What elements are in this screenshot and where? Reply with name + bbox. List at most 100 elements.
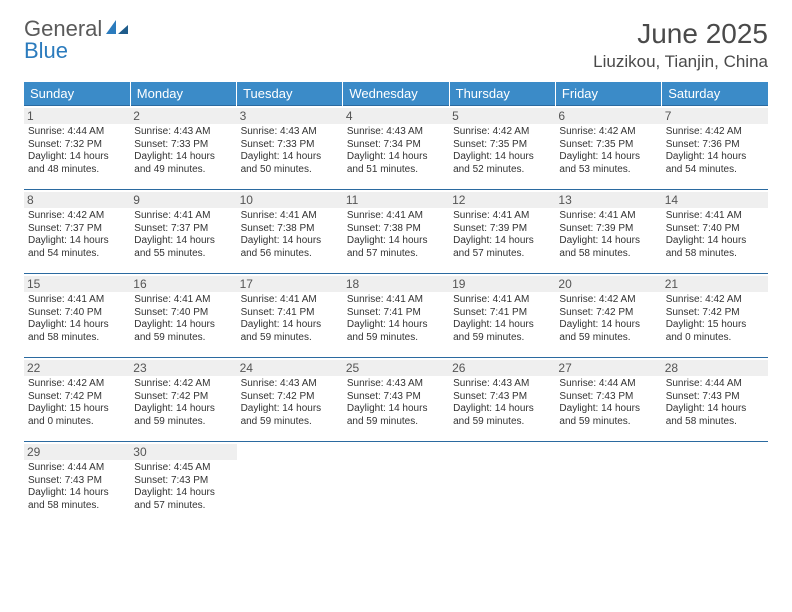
- day-number: 16: [130, 276, 236, 292]
- day-header: Monday: [130, 82, 236, 106]
- daylight-text: Daylight: 14 hours: [134, 403, 232, 416]
- sunrise-text: Sunrise: 4:41 AM: [453, 294, 551, 307]
- daylight-text: Daylight: 14 hours: [134, 319, 232, 332]
- daylight-text: and 59 minutes.: [559, 332, 657, 345]
- calendar-day-cell: 9Sunrise: 4:41 AMSunset: 7:37 PMDaylight…: [130, 190, 236, 274]
- daylight-text: Daylight: 14 hours: [453, 319, 551, 332]
- calendar-day-cell: [555, 442, 661, 526]
- day-number: 9: [130, 192, 236, 208]
- day-number: 8: [24, 192, 130, 208]
- calendar-header-row: SundayMondayTuesdayWednesdayThursdayFrid…: [24, 82, 768, 106]
- day-number: 28: [662, 360, 768, 376]
- calendar-body: 1 Sunrise: 4:44 AM Sunset: 7:32 PM Daylight…: [24, 106, 768, 526]
- daylight-text: and 58 minutes.: [28, 500, 126, 513]
- sunrise-text: Sunrise: 4:44 AM: [559, 378, 657, 391]
- sunrise-text: Sunrise: 4:41 AM: [666, 210, 764, 223]
- daylight-text: Daylight: 14 hours: [453, 235, 551, 248]
- calendar-day-cell: 13Sunrise: 4:41 AMSunset: 7:39 PMDayligh…: [555, 190, 661, 274]
- calendar-day-cell: 18Sunrise: 4:41 AMSunset: 7:41 PMDayligh…: [343, 274, 449, 358]
- calendar-day-cell: 27Sunrise: 4:44 AMSunset: 7:43 PMDayligh…: [555, 358, 661, 442]
- sunset-text: Sunset: 7:43 PM: [134, 475, 232, 488]
- daylight-text: and 58 minutes.: [559, 248, 657, 261]
- sunset-text: Sunset: 7:38 PM: [347, 223, 445, 236]
- sunset-text: Sunset: 7:43 PM: [453, 391, 551, 404]
- sunrise-text: Sunrise: 4:43 AM: [241, 126, 339, 139]
- calendar-week-row: 1Sunrise: 4:44 AMSunset: 7:32 PMDaylight…: [24, 106, 768, 190]
- daylight-text: and 53 minutes.: [559, 164, 657, 177]
- sunset-text: Sunset: 7:42 PM: [559, 307, 657, 320]
- day-number: 26: [449, 360, 555, 376]
- calendar-day-cell: 29Sunrise: 4:44 AMSunset: 7:43 PMDayligh…: [24, 442, 130, 526]
- daylight-text: Daylight: 14 hours: [28, 319, 126, 332]
- daylight-text: Daylight: 14 hours: [134, 151, 232, 164]
- sunset-text: Sunset: 7:35 PM: [453, 139, 551, 152]
- sunset-text: Sunset: 7:35 PM: [559, 139, 657, 152]
- day-number: 15: [24, 276, 130, 292]
- day-number: 5: [449, 108, 555, 124]
- calendar-day-cell: 10Sunrise: 4:41 AMSunset: 7:38 PMDayligh…: [237, 190, 343, 274]
- sunset-text: Sunset: 7:38 PM: [241, 223, 339, 236]
- day-number: 7: [662, 108, 768, 124]
- calendar-day-cell: 21Sunrise: 4:42 AMSunset: 7:42 PMDayligh…: [662, 274, 768, 358]
- calendar-day-cell: 2Sunrise: 4:43 AMSunset: 7:33 PMDaylight…: [130, 106, 236, 190]
- sunrise-text: Sunrise: 4:43 AM: [453, 378, 551, 391]
- daylight-text: and 0 minutes.: [666, 332, 764, 345]
- daylight-text: and 58 minutes.: [666, 248, 764, 261]
- sunset-text: Sunset: 7:32 PM: [28, 139, 126, 152]
- daylight-text: Daylight: 14 hours: [241, 403, 339, 416]
- daylight-text: Daylight: 14 hours: [347, 319, 445, 332]
- day-number: 10: [237, 192, 343, 208]
- day-header: Friday: [555, 82, 661, 106]
- daylight-text: and 48 minutes.: [28, 164, 126, 177]
- daylight-text: Daylight: 14 hours: [666, 403, 764, 416]
- daylight-text: and 57 minutes.: [134, 500, 232, 513]
- sunrise-text: Sunrise: 4:43 AM: [347, 378, 445, 391]
- daylight-text: Daylight: 14 hours: [559, 403, 657, 416]
- day-header: Thursday: [449, 82, 555, 106]
- daylight-text: and 59 minutes.: [453, 416, 551, 429]
- sunset-text: Sunset: 7:42 PM: [241, 391, 339, 404]
- title-block: June 2025 Liuzikou, Tianjin, China: [593, 18, 768, 72]
- daylight-text: and 59 minutes.: [134, 416, 232, 429]
- sunset-text: Sunset: 7:40 PM: [134, 307, 232, 320]
- calendar-day-cell: 6Sunrise: 4:42 AMSunset: 7:35 PMDaylight…: [555, 106, 661, 190]
- daylight-text: Daylight: 14 hours: [453, 151, 551, 164]
- daylight-text: and 54 minutes.: [666, 164, 764, 177]
- sunrise-text: Sunrise: 4:44 AM: [28, 462, 126, 475]
- day-header: Tuesday: [237, 82, 343, 106]
- sunrise-text: Sunrise: 4:41 AM: [559, 210, 657, 223]
- sunset-text: Sunset: 7:42 PM: [134, 391, 232, 404]
- daylight-text: and 59 minutes.: [347, 332, 445, 345]
- day-number: 27: [555, 360, 661, 376]
- sunrise-text: Sunrise: 4:42 AM: [28, 210, 126, 223]
- sunset-text: Sunset: 7:41 PM: [347, 307, 445, 320]
- daylight-text: Daylight: 14 hours: [347, 235, 445, 248]
- daylight-text: and 59 minutes.: [347, 416, 445, 429]
- day-number: 21: [662, 276, 768, 292]
- daylight-text: and 51 minutes.: [347, 164, 445, 177]
- daylight-text: Daylight: 14 hours: [453, 403, 551, 416]
- sunset-text: Sunset: 7:34 PM: [347, 139, 445, 152]
- daylight-text: Daylight: 14 hours: [241, 319, 339, 332]
- sunset-text: Sunset: 7:33 PM: [241, 139, 339, 152]
- calendar-day-cell: [237, 442, 343, 526]
- sunrise-text: Sunrise: 4:42 AM: [666, 126, 764, 139]
- calendar-day-cell: 14Sunrise: 4:41 AMSunset: 7:40 PMDayligh…: [662, 190, 768, 274]
- sunset-text: Sunset: 7:39 PM: [559, 223, 657, 236]
- day-number: 17: [237, 276, 343, 292]
- calendar-day-cell: [343, 442, 449, 526]
- daylight-text: and 52 minutes.: [453, 164, 551, 177]
- daylight-text: Daylight: 14 hours: [559, 151, 657, 164]
- sunrise-text: Sunrise: 4:41 AM: [241, 210, 339, 223]
- day-number: 2: [130, 108, 236, 124]
- sunrise-text: Sunrise: 4:43 AM: [241, 378, 339, 391]
- daylight-text: and 59 minutes.: [241, 416, 339, 429]
- day-header: Wednesday: [343, 82, 449, 106]
- calendar-day-cell: 22Sunrise: 4:42 AMSunset: 7:42 PMDayligh…: [24, 358, 130, 442]
- calendar-day-cell: 19Sunrise: 4:41 AMSunset: 7:41 PMDayligh…: [449, 274, 555, 358]
- sunrise-text: Sunrise: 4:44 AM: [666, 378, 764, 391]
- sunset-text: Sunset: 7:42 PM: [28, 391, 126, 404]
- day-number: 22: [24, 360, 130, 376]
- day-number: 1: [24, 108, 130, 124]
- day-number: 29: [24, 444, 130, 460]
